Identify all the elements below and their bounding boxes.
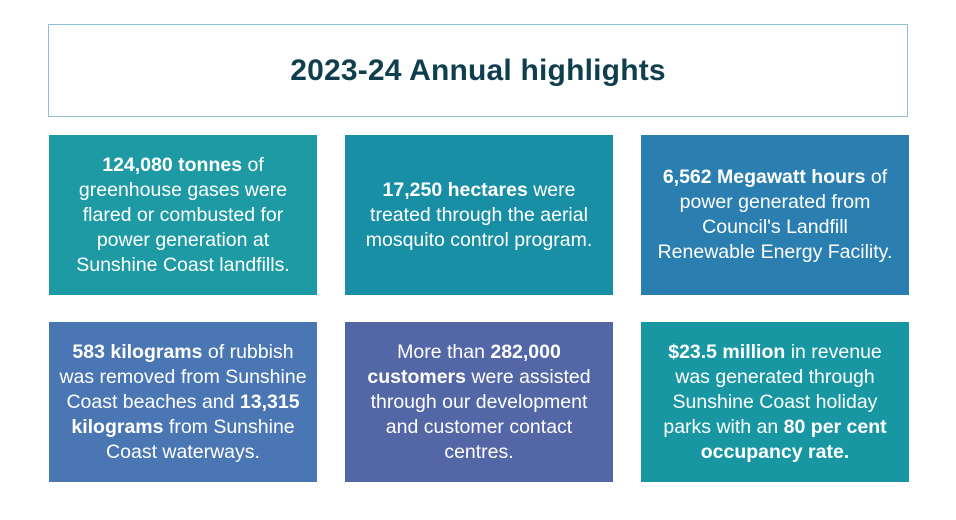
highlight-description: were treated through the aerial mosquito… [365, 178, 593, 251]
page-title: 2023-24 Annual highlights [290, 53, 666, 87]
highlight-figure-secondary: 13,315 kilograms [71, 390, 300, 438]
highlight-card-mosquito-control: 17,250 hectares were treated through the… [345, 135, 613, 295]
card-text: 17,250 hectares were treated through the… [355, 178, 603, 253]
highlight-description: in revenue was generated through Sunshin… [663, 340, 882, 438]
highlight-figure: 124,080 tonnes [102, 153, 243, 176]
highlight-card-greenhouse-gases: 124,080 tonnes of greenhouse gases were … [49, 135, 317, 295]
card-text: More than 282,000 customers were assiste… [355, 340, 603, 465]
highlight-card-holiday-parks: $23.5 million in revenue was generated t… [641, 322, 909, 482]
highlight-figure: 17,250 hectares [382, 178, 528, 201]
highlight-figure: 6,562 Megawatt hours [662, 166, 866, 188]
card-text: 6,562 Megawatt hours of power generated … [653, 165, 897, 265]
highlight-description: of rubbish was removed from Sunshine Coa… [59, 340, 307, 413]
card-text: 583 kilograms of rubbish was removed fro… [59, 340, 307, 465]
title-box: 2023-24 Annual highlights [48, 24, 908, 117]
highlight-intro: More than [397, 340, 491, 363]
card-text: 124,080 tonnes of greenhouse gases were … [59, 153, 307, 278]
highlight-figure: 583 kilograms [72, 340, 203, 363]
highlight-card-customers: More than 282,000 customers were assiste… [345, 322, 613, 482]
highlight-description: of power generated from Council's Landfi… [657, 166, 893, 263]
highlight-figure-secondary: 80 per cent occupancy rate. [700, 415, 887, 463]
highlight-description-end: from Sunshine Coast waterways. [106, 415, 295, 463]
highlight-card-rubbish-removal: 583 kilograms of rubbish was removed fro… [49, 322, 317, 482]
highlight-figure: 282,000 customers [367, 340, 561, 388]
highlight-figure: $23.5 million [668, 340, 786, 363]
card-text: $23.5 million in revenue was generated t… [651, 340, 899, 465]
highlight-card-renewable-energy: 6,562 Megawatt hours of power generated … [641, 135, 909, 295]
highlight-description: were assisted through our development an… [370, 365, 591, 463]
highlight-description: of greenhouse gases were flared or combu… [76, 153, 290, 276]
